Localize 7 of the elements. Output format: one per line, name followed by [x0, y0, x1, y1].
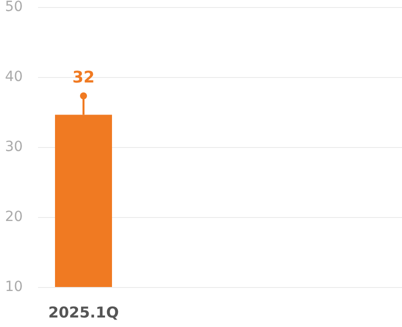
x-tick-label: 2025.1Q [48, 304, 119, 322]
annotation: 32 [72, 67, 95, 86]
y-tick-label: 20 [5, 209, 23, 225]
y-tick-label: 40 [5, 69, 23, 85]
y-tick-label: 50 [5, 0, 23, 15]
y-tick-label: 30 [5, 139, 23, 155]
y-tick-label: 10 [5, 279, 23, 295]
